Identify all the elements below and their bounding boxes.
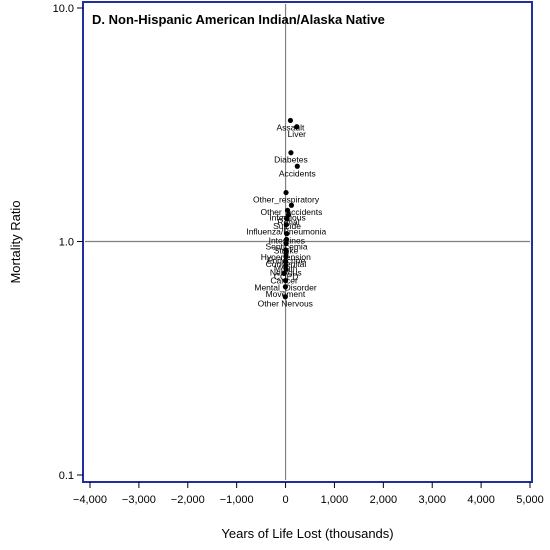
data-point bbox=[282, 294, 288, 300]
x-tick-label: −3,000 bbox=[122, 494, 156, 506]
x-axis-title: Years of Life Lost (thousands) bbox=[221, 526, 393, 541]
x-tick-label: 2,000 bbox=[370, 494, 398, 506]
data-point-label: COPD bbox=[274, 271, 299, 281]
data-point bbox=[288, 202, 295, 208]
data-point-label: Septicemia bbox=[266, 241, 308, 251]
y-tick-label: 1.0 bbox=[59, 237, 74, 249]
y-tick-label: 0.1 bbox=[59, 470, 74, 482]
x-tick-label: 3,000 bbox=[418, 494, 446, 506]
data-point bbox=[287, 117, 294, 124]
data-point-label: Other_accidents bbox=[260, 207, 322, 217]
data-point bbox=[282, 284, 289, 290]
data-point bbox=[294, 163, 300, 169]
data-point bbox=[284, 216, 290, 222]
data-point-label: Movement bbox=[266, 289, 306, 299]
data-point bbox=[284, 207, 291, 213]
y-axis-title: Mortality Ratio bbox=[8, 200, 23, 283]
data-point bbox=[283, 259, 289, 265]
data-point-label: Accidents bbox=[279, 168, 316, 178]
x-axis-ticks: −4,000 −3,000 −2,000 −1,000 0 1,000 2,000 3,000… bbox=[73, 482, 544, 506]
x-tick-label: 5,000 bbox=[516, 494, 544, 506]
data-point bbox=[282, 278, 289, 284]
chart-title: D. Non-Hispanic American Indian/Alaska N… bbox=[92, 12, 385, 27]
data-point bbox=[283, 254, 289, 260]
data-point bbox=[284, 231, 290, 237]
data-point bbox=[283, 236, 290, 243]
y-tick-label: 10.0 bbox=[53, 3, 74, 15]
data-point bbox=[285, 212, 292, 218]
data-point bbox=[283, 240, 289, 247]
x-tick-label: 1,000 bbox=[321, 494, 349, 506]
data-point bbox=[294, 124, 300, 130]
x-tick-label: −2,000 bbox=[171, 494, 205, 506]
data-point bbox=[283, 189, 289, 196]
x-tick-label: −4,000 bbox=[73, 494, 107, 506]
data-point-label: Assault bbox=[277, 122, 306, 132]
y-axis-ticks: 0.1 1.0 10.0 bbox=[53, 3, 83, 482]
data-point-label: Liver bbox=[288, 129, 307, 139]
data-point bbox=[283, 262, 289, 269]
data-point bbox=[283, 222, 289, 228]
x-tick-label: 4,000 bbox=[467, 494, 495, 506]
data-point bbox=[283, 266, 289, 272]
data-point-label: Diabetes bbox=[274, 155, 308, 165]
data-point-label: Renal bbox=[277, 217, 299, 227]
x-tick-label: −1,000 bbox=[220, 494, 254, 506]
data-point bbox=[281, 270, 287, 277]
data-point-label: Other_respiratory bbox=[253, 195, 320, 205]
data-point bbox=[288, 150, 294, 156]
x-tick-label: 0 bbox=[282, 494, 288, 506]
data-point-label: Other Nervous bbox=[258, 299, 313, 309]
